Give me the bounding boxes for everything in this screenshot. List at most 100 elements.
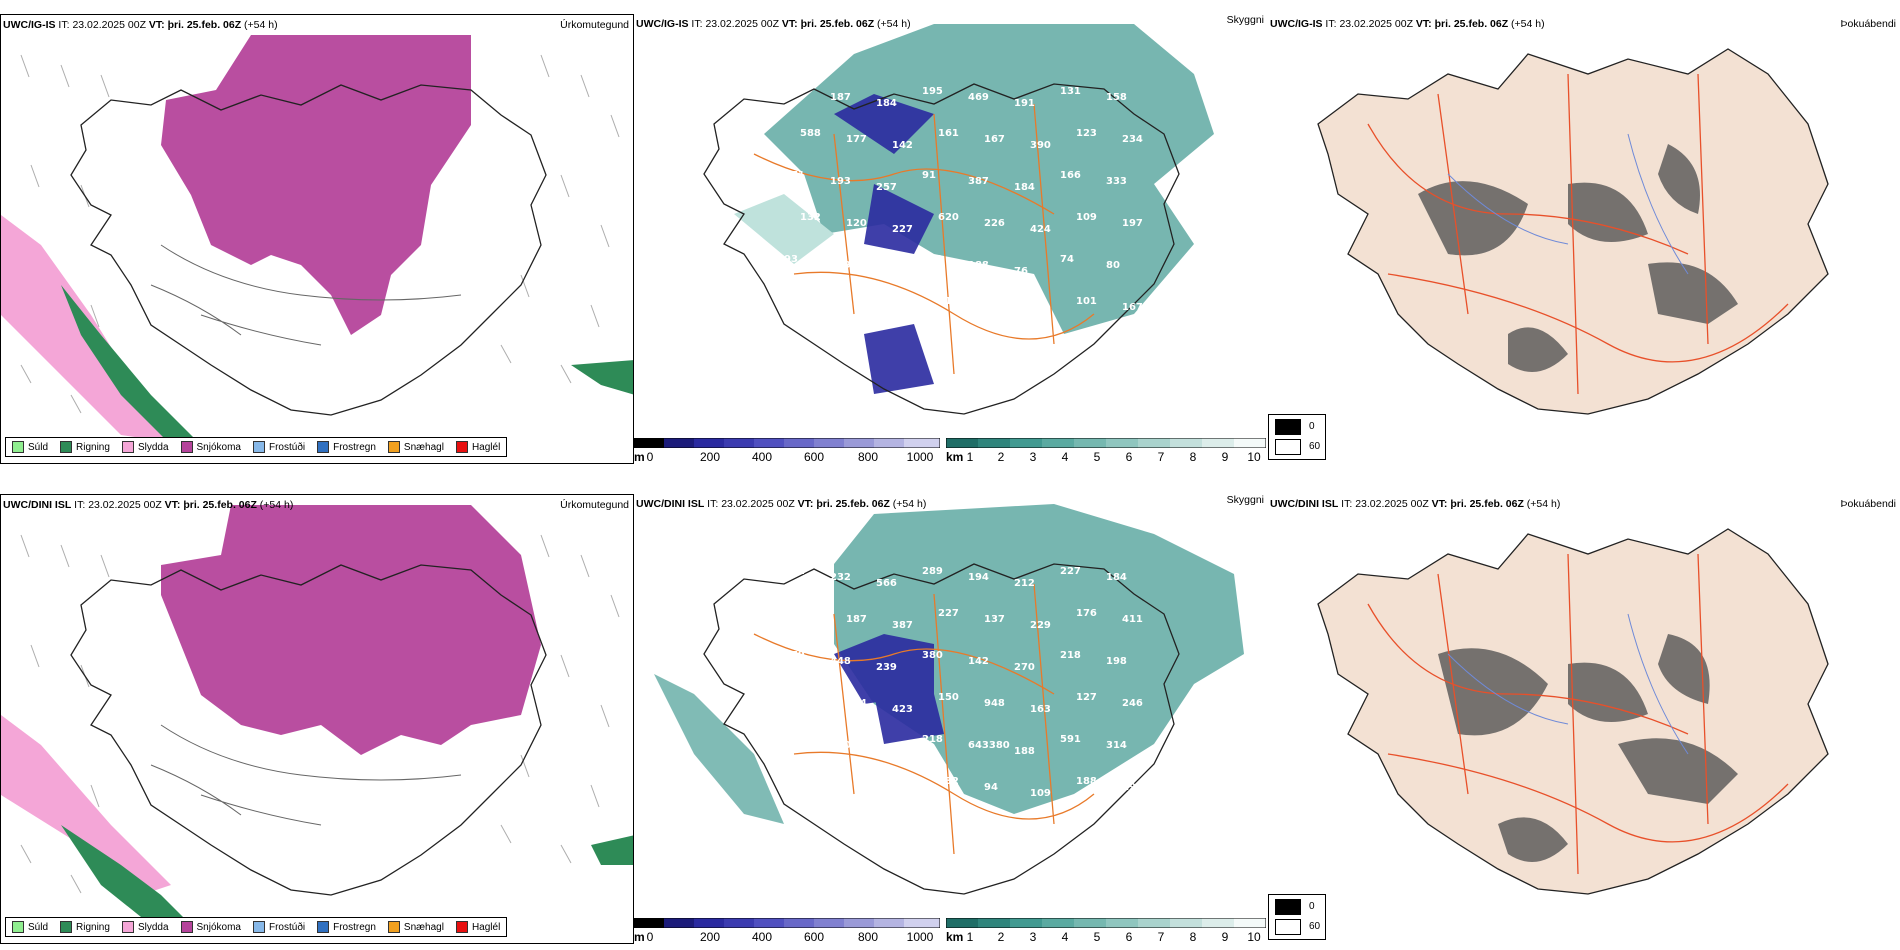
cloud-base-label: 222 (784, 566, 805, 577)
cloud-base-label: 270 (1014, 662, 1035, 673)
cloud-base-label: 177 (846, 134, 867, 145)
cloud-base-label: 163 (1030, 704, 1051, 715)
cloud-base-label: 643380 (968, 740, 1010, 751)
cloud-base-label: 484 (800, 608, 821, 619)
cloud-base-label: 80 (1106, 260, 1120, 271)
cloud-base-label: 232 (892, 308, 913, 319)
cloud-base-labels: 222 232 566 289 194 212 227 184 484 187 387 227 137 2… (784, 566, 1143, 841)
snow-area (161, 505, 541, 755)
cloud-title: Skyggni (1226, 14, 1264, 26)
iceland-outline (703, 83, 1180, 415)
rigning-swatch (60, 441, 73, 453)
cloud-base-label: 218 (922, 734, 943, 745)
cloud-base-label: 411 (1122, 614, 1143, 625)
cloud-base-label: 232 (830, 572, 851, 583)
panel-header: UWC/DINI ISL IT: 23.02.2025 00Z VT: þri.… (1270, 498, 1561, 510)
cloud-base-label: 371 (846, 302, 867, 313)
cloud-base-label: 227 (892, 224, 913, 235)
cloud-base-label: 222 (830, 824, 851, 835)
iceland-outline (703, 563, 1180, 895)
slydda-swatch (121, 441, 134, 453)
cloud-title: Skyggni (1226, 494, 1264, 506)
fog-legend: 0 60 (1268, 414, 1326, 460)
cloud-base-label: 123 (1076, 128, 1097, 139)
cloud-base-label: 184 (876, 98, 897, 109)
panel-header: UWC/DINI ISL IT: 23.02.2025 00Z VT: þri.… (3, 499, 294, 511)
panel-header: UWC/IG-IS IT: 23.02.2025 00Z VT: þri. 25… (3, 19, 278, 31)
cloud-base-label: 948 (984, 698, 1005, 709)
cloud-base-label: 227 (938, 608, 959, 619)
visibility-colorbar-ramp (946, 438, 1266, 448)
cloud-base-label: 158 (1106, 92, 1127, 103)
cloud-base-label: 380 (922, 650, 943, 661)
cloud-base-label: 198 (1106, 656, 1127, 667)
cloud-base-label: 198 (1122, 782, 1143, 793)
cloud-base-label: 350 (830, 740, 851, 751)
cloud-base-label: 424 (1030, 224, 1051, 235)
height-colorbar: m 0 200 400 600 800 1000 (634, 918, 940, 944)
cloud-base-label: 250 (784, 734, 805, 745)
cloud-base-label: 212 (1014, 578, 1035, 589)
cloud-base-label: 188 (1014, 746, 1035, 757)
cloud-base-label: 239 (876, 662, 897, 673)
snow-area (161, 35, 471, 335)
cloud-base-label: 469 (968, 92, 989, 103)
cloud-base-label: 176 (1076, 608, 1097, 619)
cloud-base-label: 263 (876, 746, 897, 757)
iceland-outline (70, 564, 547, 896)
cloud-base-label: 234 (1122, 134, 1143, 145)
cloud-base-label: 423 (892, 704, 913, 715)
cloud-base-label: 187 (846, 614, 867, 625)
frostregn-swatch (317, 441, 330, 453)
cloud-base-label: 93 (784, 254, 798, 265)
cloud-base-label: 109 (1030, 788, 1051, 799)
cloud-base-label: 109 (1076, 212, 1097, 223)
sudd-swatch (12, 441, 24, 453)
cloud-base-label: 91 (922, 170, 936, 181)
cloud-panel-1: 200 187 184 195 469 191 131 158 588 177 142 161 167 3… (634, 14, 1268, 464)
panel-header: UWC/DINI ISL IT: 23.02.2025 00Z VT: þri.… (636, 498, 927, 510)
cloud-base-label: 127 (1076, 692, 1097, 703)
cloud-base-label: 566 (876, 578, 897, 589)
cloud-base-label: 175 (846, 782, 867, 793)
cloud-base-label: 176 (800, 776, 821, 787)
cloud-panel-2: 222 232 566 289 194 212 227 184 484 187 387 227 137 2… (634, 494, 1268, 944)
cloud-base-label: 142 (968, 656, 989, 667)
cloud-map-2: 222 232 566 289 194 212 227 184 484 187 387 227 137 2… (654, 504, 1244, 895)
cloud-base-label: 167 (1122, 302, 1143, 313)
fog-map-1 (1317, 48, 1829, 415)
precip-legend: Súld Rigning Slydda Snjókoma Frostúði Fr… (5, 437, 508, 457)
precip-map-1 (1, 35, 633, 445)
cloud-base-label: 94 (984, 782, 998, 793)
cloud-base-label: 76 (1014, 266, 1028, 277)
cloud-base-label: 448 (830, 656, 851, 667)
cloud-base-label: 166 (1060, 170, 1081, 181)
cloud-base-label: 184 (1014, 182, 1035, 193)
cloud-base-label: 120 (846, 218, 867, 229)
cloud-base-label: 169 (922, 254, 943, 265)
cloud-base-label: 344 (846, 698, 867, 709)
iceland-outline (70, 84, 547, 416)
cloud-base-label: 132 (800, 212, 821, 223)
cloud-base-label: 200 (784, 86, 805, 97)
cloud-base-label: 193 (830, 176, 851, 187)
cloud-base-label: 163 (1030, 308, 1051, 319)
cloud-map-1: 200 187 184 195 469 191 131 158 588 177 142 161 167 3… (703, 24, 1214, 415)
cloud-base-label: 412 (876, 266, 897, 277)
cloud-base-labels: 200 187 184 195 469 191 131 158 588 177 142 161 167 3… (784, 86, 1143, 319)
cloud-base-label: 588 (800, 128, 821, 139)
cloud-base-label: 188 (968, 260, 989, 271)
cloud-base-label: 74 (1060, 254, 1074, 265)
fog-title: Þokuábendi (1840, 498, 1896, 510)
cloud-base-label: 150 (938, 692, 959, 703)
precip-title: Úrkomutegund (560, 19, 629, 31)
cloud-base-label: 101 (1076, 296, 1097, 307)
cloud-base-label: 131 (1060, 86, 1081, 97)
cloud-base-label: 161 (938, 128, 959, 139)
haglel-swatch (455, 441, 468, 453)
cloud-base-label: 151 (784, 818, 805, 829)
precip-panel-1: UWC/IG-IS IT: 23.02.2025 00Z VT: þri. 25… (0, 14, 634, 464)
cloud-base-label: 471 (784, 170, 805, 181)
cloud-base-label: 620 (938, 212, 959, 223)
precip-title: Úrkomutegund (560, 499, 629, 511)
